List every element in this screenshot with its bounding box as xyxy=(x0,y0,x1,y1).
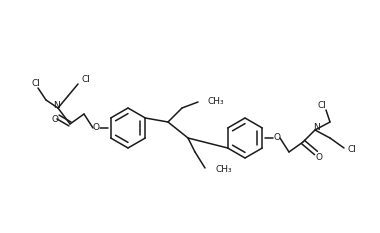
Text: CH₃: CH₃ xyxy=(208,96,225,106)
Text: O: O xyxy=(315,153,323,161)
Text: O: O xyxy=(274,134,280,143)
Text: Cl: Cl xyxy=(348,145,356,154)
Text: O: O xyxy=(92,123,100,133)
Text: N: N xyxy=(54,100,60,110)
Text: N: N xyxy=(313,123,319,131)
Text: O: O xyxy=(52,116,59,124)
Text: CH₃: CH₃ xyxy=(215,165,232,175)
Text: Cl: Cl xyxy=(32,79,40,88)
Text: Cl: Cl xyxy=(318,100,326,110)
Text: Cl: Cl xyxy=(82,75,90,83)
